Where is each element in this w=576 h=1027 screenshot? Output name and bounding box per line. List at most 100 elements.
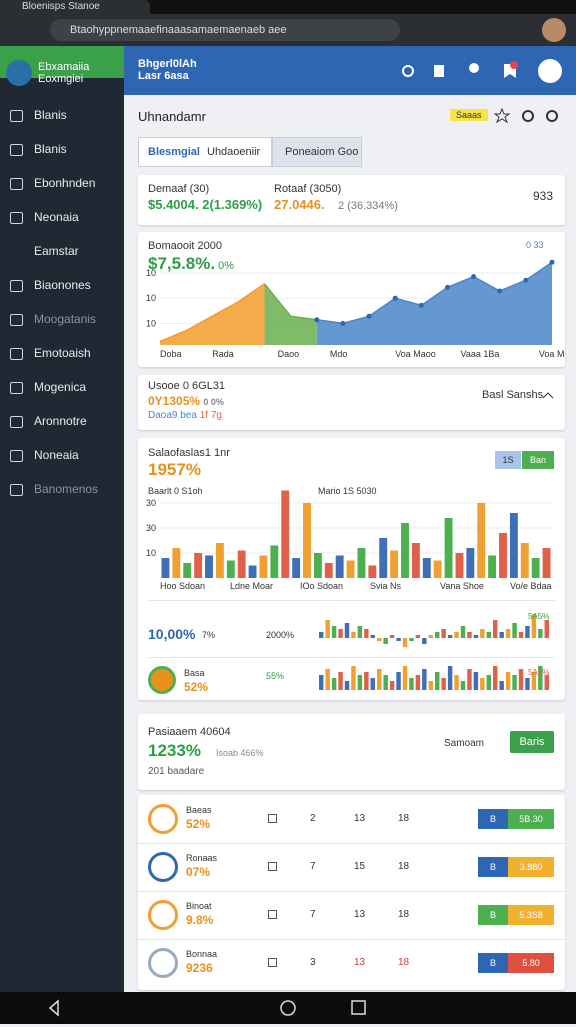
settings-icon[interactable]: [522, 110, 534, 122]
nav-item[interactable]: Mogenica: [34, 380, 87, 394]
bar: [357, 548, 366, 578]
legend-button[interactable]: 1S: [495, 451, 521, 469]
nav-item[interactable]: Eamstar: [34, 244, 79, 258]
nav-item[interactable]: Neonaia: [34, 210, 79, 224]
x-tick-label: Hoo Sdoan: [160, 581, 205, 591]
mini-bar: [357, 675, 363, 690]
search-icon[interactable]: [402, 65, 414, 77]
bar: [390, 550, 399, 578]
bar: [313, 553, 322, 578]
line: [316, 261, 553, 325]
bar-chart: 30 30 10 Hoo Sdoan Ldne Moar IOo Sdoan Svia Ns…: [146, 490, 552, 690]
address-bar: Btaohyppnemaaefinaaasamaemaenaeb aee: [0, 14, 576, 46]
back[interactable]: [48, 999, 59, 1017]
nav-icon: [10, 450, 23, 462]
tab-title: Bloenisps Stanoe: [22, 1, 100, 12]
y-tick-label: 10: [146, 268, 156, 278]
mini-bar: [422, 669, 427, 690]
nav-buttons: [48, 999, 366, 1017]
table-card: Baeas 52% 2 13 18 B 5B.30 Ronaas 07% 7 15 18 B 3.880 B…: [138, 795, 565, 990]
doc-icon[interactable]: [434, 65, 444, 77]
gear-icon[interactable]: [546, 110, 558, 122]
avatar[interactable]: [542, 18, 566, 42]
mini-bar: [338, 672, 343, 690]
bar: [433, 560, 442, 578]
nav-icon: [10, 212, 23, 224]
mini-bar: [383, 675, 388, 690]
nav-item[interactable]: Ebonhnden: [34, 176, 96, 190]
row-icon: [148, 948, 178, 978]
title: Bhgerl0lAh: [138, 58, 197, 70]
checkbox[interactable]: [268, 862, 277, 871]
header: Bhgerl0lAh Lasr 6asa: [124, 46, 576, 95]
label: Basa: [184, 668, 205, 678]
mini-bar: [435, 632, 440, 638]
nav-item[interactable]: Noneaia: [34, 448, 79, 462]
checkbox[interactable]: [268, 910, 277, 919]
mini-bar: [383, 638, 388, 644]
mini-bar: [402, 638, 408, 647]
row-cell: 2: [310, 813, 316, 824]
chevron[interactable]: [542, 390, 554, 400]
mini-bar: [428, 681, 433, 690]
tab[interactable]: Poneaiom Goo: [272, 137, 362, 167]
mini-bar: [415, 635, 421, 638]
note: 7%: [202, 630, 216, 640]
stats-card: Usooe 0 6GL31 0Y1305% 0 0% Daoa9 bea 1f …: [138, 375, 565, 430]
nav-item[interactable]: Emotoaish: [34, 346, 91, 360]
checkbox[interactable]: [268, 958, 277, 967]
brand: Ebxamaiia Eoxmgiei: [38, 61, 89, 85]
action[interactable]: Samoam: [444, 738, 485, 749]
subtitle: Lasr 6asa: [138, 70, 189, 82]
nav-item[interactable]: Biaonones: [34, 278, 91, 292]
row-button[interactable]: B 5B.30: [478, 809, 554, 829]
row-button[interactable]: B 5.80: [478, 953, 554, 973]
home[interactable]: [280, 1000, 296, 1016]
bar: [499, 533, 507, 578]
y-tick-label: 30: [146, 498, 156, 508]
mini-bar: [319, 632, 324, 638]
point: [497, 288, 503, 294]
user-icon[interactable]: [469, 63, 479, 73]
header-icons: [402, 59, 562, 83]
value: 52%: [184, 680, 209, 694]
nav-item[interactable]: Blanis: [34, 142, 67, 156]
nav-item[interactable]: Aronnotre: [34, 414, 87, 428]
point: [444, 284, 450, 290]
url-field[interactable]: Btaohyppnemaaefinaaasamaemaenaeb aee: [50, 19, 400, 41]
profile-button[interactable]: [538, 59, 562, 83]
mini-bar: [441, 629, 446, 638]
row-button[interactable]: B 3.880: [478, 857, 554, 877]
row-cell: 15: [354, 861, 366, 872]
change: 2000%: [266, 630, 295, 640]
mini-bar: [441, 678, 446, 690]
mini-bar: [531, 672, 537, 690]
mini-bar: [544, 675, 549, 690]
mini-bar: [409, 638, 414, 641]
main: 0Y1305%: [148, 394, 201, 408]
action[interactable]: Basl Sanshs: [482, 389, 544, 401]
button-part: B: [478, 809, 508, 829]
nav-item[interactable]: Blanis: [34, 108, 67, 122]
mini-bar: [493, 620, 498, 638]
row-button[interactable]: B 5.3S8: [478, 905, 554, 925]
nav-icon: [10, 314, 23, 326]
recents[interactable]: [351, 1000, 366, 1015]
tab[interactable]: Blesmgial Uhdaoeniir: [138, 137, 272, 167]
mini-bar: [422, 638, 427, 644]
nav-item[interactable]: Banomenos: [34, 482, 99, 496]
mini-bar: [518, 669, 524, 690]
nav-item[interactable]: Moogatanis: [34, 312, 97, 326]
tab-label[interactable]: Uhdaoeniir: [207, 146, 261, 158]
x-tick-label: Svia Ns: [370, 581, 402, 591]
checkbox[interactable]: [268, 814, 277, 823]
button[interactable]: Baris: [510, 731, 554, 753]
legend-button[interactable]: Ban: [522, 451, 554, 469]
button-part: B: [478, 953, 508, 973]
star-icon[interactable]: [494, 107, 511, 124]
bar: [205, 555, 213, 578]
tab[interactable]: Bloenisps Stanoe: [0, 0, 150, 14]
page-icons: [494, 107, 558, 124]
label: Rotaaf (3050): [274, 183, 342, 195]
main: $7,5.8%.: [148, 254, 216, 273]
